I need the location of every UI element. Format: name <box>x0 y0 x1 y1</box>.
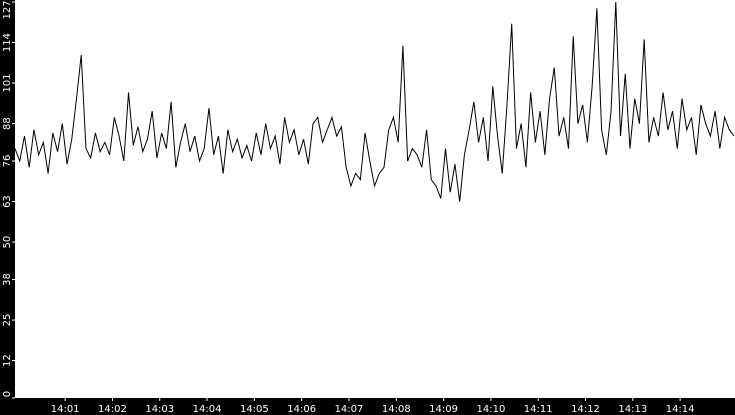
plot-area <box>15 0 735 398</box>
data-line <box>14 1 735 202</box>
x-tick-label: 14:02 <box>98 404 127 415</box>
x-tick-label: 14:11 <box>524 404 553 415</box>
y-tick-label: 38 <box>2 273 13 286</box>
x-tick-label: 14:09 <box>429 404 458 415</box>
x-tick-label: 14:06 <box>287 404 316 415</box>
x-tick-label: 14:14 <box>666 404 695 415</box>
y-tick-label: 0 <box>2 391 13 397</box>
x-tick-label: 14:05 <box>240 404 269 415</box>
x-tick-label: 14:01 <box>51 404 80 415</box>
y-tick-label: 12 <box>2 354 13 367</box>
y-tick-label: 25 <box>2 314 13 327</box>
y-tick-label: 50 <box>2 236 13 249</box>
x-tick-label: 14:04 <box>193 404 222 415</box>
x-tick-label: 14:03 <box>145 404 174 415</box>
y-tick-label: 114 <box>2 33 13 52</box>
x-tick-label: 14:10 <box>476 404 505 415</box>
x-tick-label: 14:12 <box>571 404 600 415</box>
x-tick-label: 14:08 <box>382 404 411 415</box>
y-tick-label: 101 <box>2 74 13 93</box>
y-tick-label: 88 <box>2 117 13 130</box>
x-tick-label: 14:13 <box>618 404 647 415</box>
y-tick-label: 63 <box>2 195 13 208</box>
y-tick-label: 127 <box>2 0 13 19</box>
x-tick-label: 14:07 <box>335 404 364 415</box>
y-tick-label: 76 <box>2 155 13 168</box>
